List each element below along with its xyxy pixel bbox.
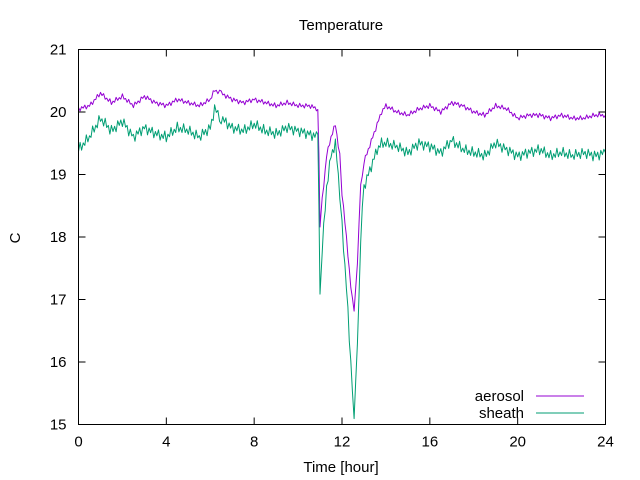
- series-line-aerosol: [78, 89, 606, 312]
- y-axis-label: C: [7, 232, 24, 243]
- y-tick-label: 18: [50, 229, 67, 246]
- y-tick-label: 21: [50, 42, 67, 59]
- legend-label-aerosol: aerosol: [475, 388, 524, 405]
- series-layer: [78, 89, 606, 420]
- y-tick-label: 20: [50, 104, 67, 121]
- x-tick-label: 24: [597, 434, 614, 451]
- plot-frame: [78, 49, 606, 425]
- y-tick-label: 16: [50, 354, 67, 371]
- chart-title: Temperature: [299, 17, 383, 34]
- legend-label-sheath: sheath: [479, 405, 524, 422]
- x-tick-label: 4: [162, 434, 170, 451]
- x-tick-label: 16: [421, 434, 438, 451]
- x-tick-label: 0: [74, 434, 82, 451]
- y-tick-label: 15: [50, 417, 67, 434]
- y-tick-label: 19: [50, 167, 67, 184]
- x-tick-label: 12: [334, 434, 351, 451]
- series-line-sheath: [78, 104, 606, 420]
- x-tick-label: 20: [509, 434, 526, 451]
- x-tick-label: 8: [250, 434, 258, 451]
- y-tick-label: 17: [50, 292, 67, 309]
- x-axis-label: Time [hour]: [303, 459, 378, 476]
